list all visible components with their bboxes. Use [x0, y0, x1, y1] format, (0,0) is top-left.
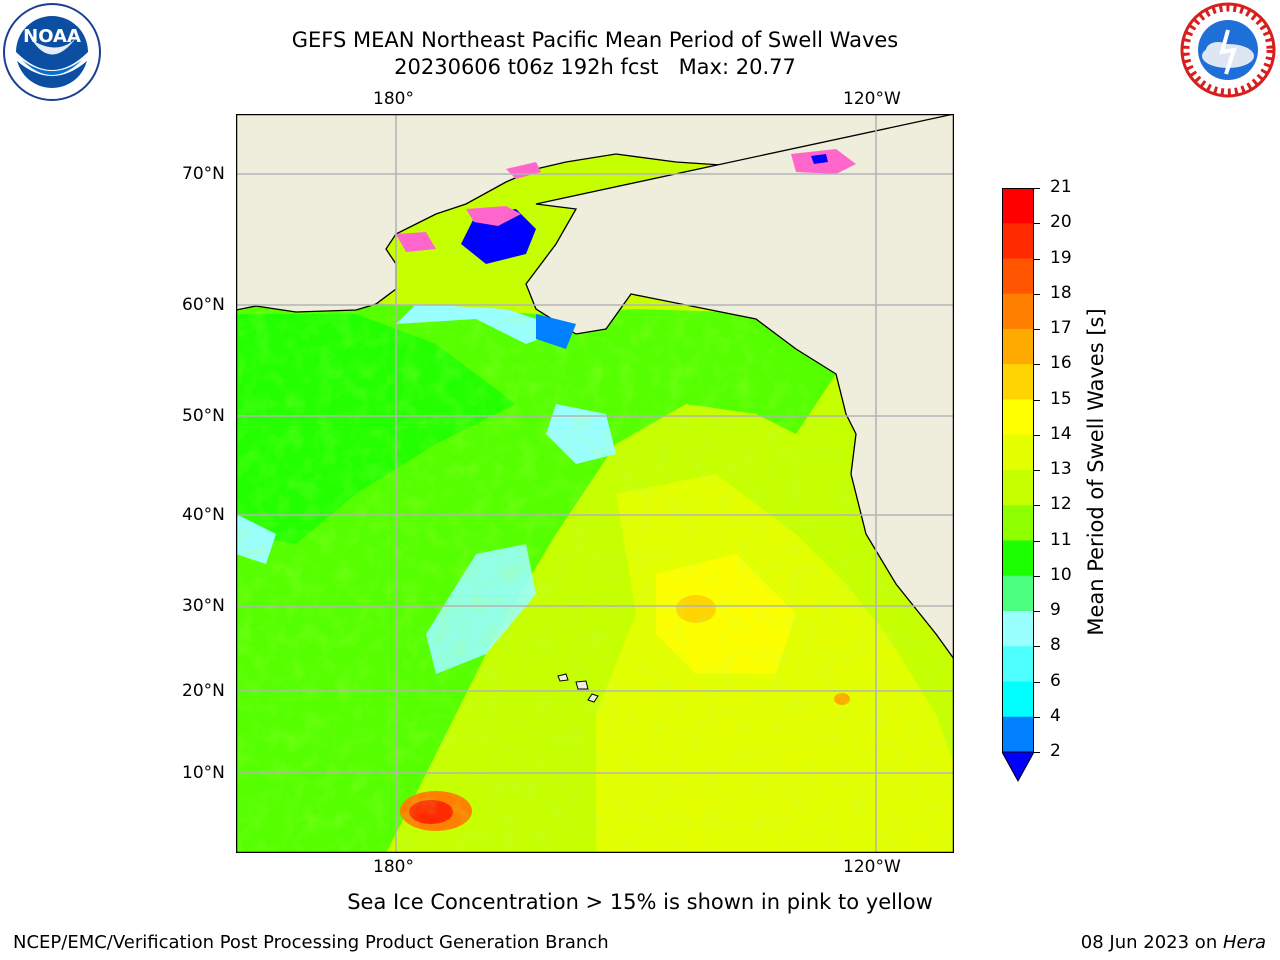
colorbar-tick-label: 8 [1050, 635, 1061, 656]
colorbar-band [1002, 223, 1034, 259]
colorbar-tick-label: 12 [1050, 494, 1072, 515]
colorbar-band [1002, 646, 1034, 682]
colorbar-band [1002, 258, 1034, 295]
colorbar-tick-label: 17 [1050, 318, 1072, 338]
run-date: 08 Jun 2023 on Hera [1080, 932, 1266, 953]
chart-title: GEFS MEAN Northeast Pacific Mean Period … [291, 28, 899, 52]
lat-label-60n: 60°N [182, 295, 225, 315]
colorbar-tick-mark [1034, 752, 1040, 753]
nws-logo [1178, 0, 1278, 100]
sea-ice-siberia [396, 232, 436, 252]
colorbar-band [1002, 470, 1034, 506]
colorbar-tick-mark [1034, 470, 1040, 471]
colorbar-band [1002, 575, 1034, 612]
sea-ice-beaufort-core [811, 154, 828, 164]
lat-label-30n: 30°N [182, 596, 225, 616]
colorbar-tick-mark [1034, 258, 1040, 260]
colorbar-tick-label: 14 [1050, 423, 1072, 444]
colorbar-band [1002, 681, 1034, 718]
colorbar-tick-label: 13 [1050, 459, 1072, 479]
colorbar-tick-label: 15 [1050, 388, 1072, 409]
colorbar-extend-arrow [1001, 751, 1035, 783]
sea-ice-bering-edge [466, 206, 521, 226]
colorbar-band [1002, 188, 1034, 224]
colorbar-tick-mark [1034, 293, 1040, 295]
colorbar-band [1002, 329, 1034, 365]
branch-credit: NCEP/EMC/Verification Post Processing Pr… [13, 932, 609, 953]
chart-subtitle: 20230606 t06z 192h fcst Max: 20.77 [394, 55, 796, 79]
colorbar-ticks: 21 20 19 18 17 16 15 14 13 12 11 10 9 8 6 4 2 [1034, 177, 1100, 761]
colorbar-tick-label: 16 [1050, 353, 1072, 374]
colorbar-band [1002, 293, 1034, 330]
lon-label-top-120w: 120°W [843, 89, 901, 109]
colorbar-tick-mark [1034, 223, 1040, 225]
lat-label-70n: 70°N [182, 164, 225, 184]
map-border [235, 113, 955, 854]
colorbar-tick-label: 6 [1050, 670, 1061, 691]
colorbar-tick-label: 4 [1050, 705, 1061, 726]
colorbar-tick-mark [1034, 434, 1040, 436]
map-panel [235, 113, 955, 854]
colorbar-tick-mark [1034, 364, 1040, 366]
colorbar-tick-label: 2 [1050, 741, 1061, 761]
colorbar-band [1002, 505, 1034, 541]
colorbar-band [1002, 399, 1034, 436]
colorbar-tick-mark [1034, 716, 1040, 718]
hawaii-islands [557, 673, 599, 703]
colorbar-tick-mark [1034, 540, 1040, 542]
colorbar-band [1002, 434, 1034, 471]
land-east [525, 113, 955, 662]
colorbar-outline [1002, 188, 1034, 752]
lon-label-bottom-180: 180° [373, 857, 414, 877]
colorbar-band [1002, 716, 1034, 753]
lon-label-bottom-120w: 120°W [843, 857, 901, 877]
colorbar-tick-mark [1034, 575, 1040, 577]
colorbar-tick-label: 19 [1050, 247, 1072, 268]
gridlines [236, 114, 954, 853]
colorbar-tick-mark [1034, 188, 1040, 189]
noaa-logo: NOAA [2, 0, 102, 104]
colorbar-tick-mark [1034, 505, 1040, 507]
colorbar-tick-label: 21 [1050, 177, 1072, 197]
colorbar [1001, 188, 1035, 783]
swell-region-4s [536, 314, 576, 349]
colorbar-band [1002, 364, 1034, 400]
colorbar-tick-label: 11 [1050, 529, 1072, 550]
lat-label-50n: 50°N [182, 406, 225, 426]
colorbar-tick-label: 10 [1050, 564, 1072, 585]
colorbar-tick-label: 20 [1050, 212, 1072, 233]
colorbar-tick-label: 18 [1050, 282, 1072, 303]
colorbar-tick-mark [1034, 611, 1040, 612]
sea-ice-note: Sea Ice Concentration > 15% is shown in … [347, 890, 933, 914]
colorbar-band [1002, 611, 1034, 647]
colorbar-tick-mark [1034, 646, 1040, 648]
colorbar-tick-mark [1034, 681, 1040, 683]
lat-label-10n: 10°N [182, 763, 225, 783]
colorbar-tick-label: 9 [1050, 600, 1061, 620]
colorbar-band [1002, 540, 1034, 577]
lon-label-top-180: 180° [373, 89, 414, 109]
colorbar-tick-mark [1034, 399, 1040, 401]
colorbar-tick-mark [1034, 329, 1040, 330]
colorbar-label: Mean Period of Swell Waves [s] [1084, 308, 1108, 636]
lat-label-40n: 40°N [182, 505, 225, 525]
swell-period-map [235, 113, 955, 854]
lat-label-20n: 20°N [182, 681, 225, 701]
